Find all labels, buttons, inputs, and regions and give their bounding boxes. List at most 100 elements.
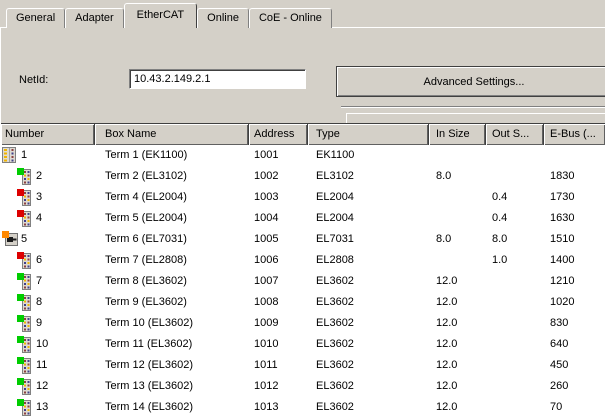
status-badge (17, 378, 24, 385)
divider-line (341, 106, 605, 108)
netid-input[interactable] (129, 69, 306, 89)
row-number-label: 3 (36, 191, 43, 203)
status-badge (2, 231, 9, 238)
cell-ebus: 1210 (550, 275, 575, 287)
cell-type: EL3602 (316, 317, 354, 329)
row-number-label: 11 (36, 359, 48, 371)
terminal-row[interactable]: 6 Term 7 (EL2808) 1006 EL2808 1.0 1400 (1, 250, 605, 271)
cell-type: EL3602 (316, 296, 354, 308)
cell-number: 8 (1, 292, 95, 313)
column-header-in_size[interactable]: In Size (429, 124, 486, 145)
terminal-row[interactable]: 3 Term 4 (EL2004) 1003 EL2004 0.4 1730 (1, 187, 605, 208)
status-badge (17, 399, 24, 406)
cell-in_size: 8.0 (436, 170, 452, 182)
cell-number: 7 (1, 271, 95, 292)
cell-box_name: Term 10 (EL3602) (105, 317, 194, 329)
status-badge (17, 168, 24, 175)
column-header-type[interactable]: Type (308, 124, 429, 145)
input-terminal-icon (17, 336, 33, 353)
terminal-row[interactable]: 11 Term 12 (EL3602) 1011 EL3602 12.0 450 (1, 355, 605, 376)
status-badge (17, 273, 24, 280)
cell-in_size: 12.0 (436, 296, 458, 308)
cell-in_size (429, 187, 486, 208)
terminal-row[interactable]: 12 Term 13 (EL3602) 1012 EL3602 12.0 260 (1, 376, 605, 397)
cell-in_size: 12.0 (436, 359, 458, 371)
status-badge (17, 357, 24, 364)
terminal-row[interactable]: 1 Term 1 (EK1100) 1001 EK1100 (1, 145, 605, 166)
cell-type: EL3602 (316, 359, 354, 371)
cell-type: EL3102 (316, 170, 354, 182)
terminal-row[interactable]: 7 Term 8 (EL3602) 1007 EL3602 12.0 1210 (1, 271, 605, 292)
cell-address: 1004 (254, 212, 279, 224)
cell-in_size: 12.0 (436, 275, 458, 287)
cell-out_size (486, 292, 544, 313)
terminal-row[interactable]: 5 Term 6 (EL7031) 1005 EL7031 8.0 8.0 1510 (1, 229, 605, 250)
terminal-row[interactable]: 9 Term 10 (EL3602) 1009 EL3602 12.0 830 (1, 313, 605, 334)
column-header-box_name[interactable]: Box Name (95, 124, 249, 145)
column-header-address[interactable]: Address (249, 124, 308, 145)
cell-in_size: 8.0 (436, 233, 452, 245)
status-badge (17, 252, 24, 259)
cell-out_size (486, 313, 544, 334)
cell-ebus: 1730 (550, 191, 575, 203)
netid-label: NetId: (19, 74, 49, 86)
cell-out_size: 0.4 (492, 212, 508, 224)
cell-ebus: 1020 (550, 296, 575, 308)
cell-address: 1008 (254, 296, 279, 308)
cell-in_size: 12.0 (436, 401, 458, 413)
cell-ebus (544, 145, 605, 166)
cell-address: 1005 (254, 233, 279, 245)
row-number-label: 2 (36, 170, 43, 182)
column-header-number[interactable]: Number (1, 124, 95, 145)
row-number-label: 9 (36, 317, 43, 329)
input-terminal-icon (17, 168, 33, 185)
tab-coe-online[interactable]: CoE - Online (248, 8, 332, 28)
terminal-row[interactable]: 4 Term 5 (EL2004) 1004 EL2004 0.4 1630 (1, 208, 605, 229)
cell-address: 1001 (254, 149, 279, 161)
row-number-label: 10 (36, 338, 49, 350)
stepper-terminal-icon (2, 231, 18, 248)
cell-out_size (486, 355, 544, 376)
cell-type: EL7031 (316, 233, 354, 245)
terminal-row[interactable]: 8 Term 9 (EL3602) 1008 EL3602 12.0 1020 (1, 292, 605, 313)
row-number-label: 8 (36, 296, 43, 308)
cell-type: EL3602 (316, 338, 354, 350)
coupler-terminal-icon (2, 147, 18, 164)
terminal-row[interactable]: 2 Term 2 (EL3102) 1002 EL3102 8.0 1830 (1, 166, 605, 187)
column-header-ebus[interactable]: E-Bus (... (544, 124, 605, 145)
row-number-label: 6 (36, 254, 43, 266)
cell-type: EL3602 (316, 401, 354, 413)
input-terminal-icon (17, 357, 33, 374)
tab-bar: General Adapter EtherCAT Online CoE - Online (6, 2, 332, 28)
cell-ebus: 830 (550, 317, 569, 329)
cell-box_name: Term 8 (EL3602) (105, 275, 187, 287)
cell-number: 13 (1, 397, 95, 418)
column-header-out_size[interactable]: Out S... (486, 124, 544, 145)
cell-number: 10 (1, 334, 95, 355)
tab-ethercat[interactable]: EtherCAT (123, 3, 198, 28)
tab-adapter[interactable]: Adapter (65, 8, 124, 28)
advanced-settings-button[interactable]: Advanced Settings... (336, 66, 605, 97)
cell-number: 1 (1, 145, 95, 166)
cell-box_name: Term 4 (EL2004) (105, 191, 187, 203)
input-terminal-icon (17, 315, 33, 332)
row-number-label: 1 (21, 149, 28, 161)
cell-address: 1011 (254, 359, 278, 371)
cell-ebus: 1830 (550, 170, 575, 182)
status-badge (17, 210, 24, 217)
terminal-row[interactable]: 13 Term 14 (EL3602) 1013 EL3602 12.0 70 (1, 397, 605, 418)
tab-online[interactable]: Online (197, 8, 249, 28)
cell-number: 9 (1, 313, 95, 334)
cell-ebus: 1400 (550, 254, 575, 266)
cell-out_size: 1.0 (492, 254, 508, 266)
cell-out_size (486, 145, 544, 166)
cell-out_size: 8.0 (492, 233, 508, 245)
cell-out_size (486, 271, 544, 292)
cell-in_size (429, 208, 486, 229)
cell-type: EL3602 (316, 275, 354, 287)
cell-box_name: Term 14 (EL3602) (105, 401, 194, 413)
status-badge (17, 294, 24, 301)
tab-general[interactable]: General (6, 8, 66, 28)
terminal-row[interactable]: 10 Term 11 (EL3602) 1010 EL3602 12.0 640 (1, 334, 605, 355)
